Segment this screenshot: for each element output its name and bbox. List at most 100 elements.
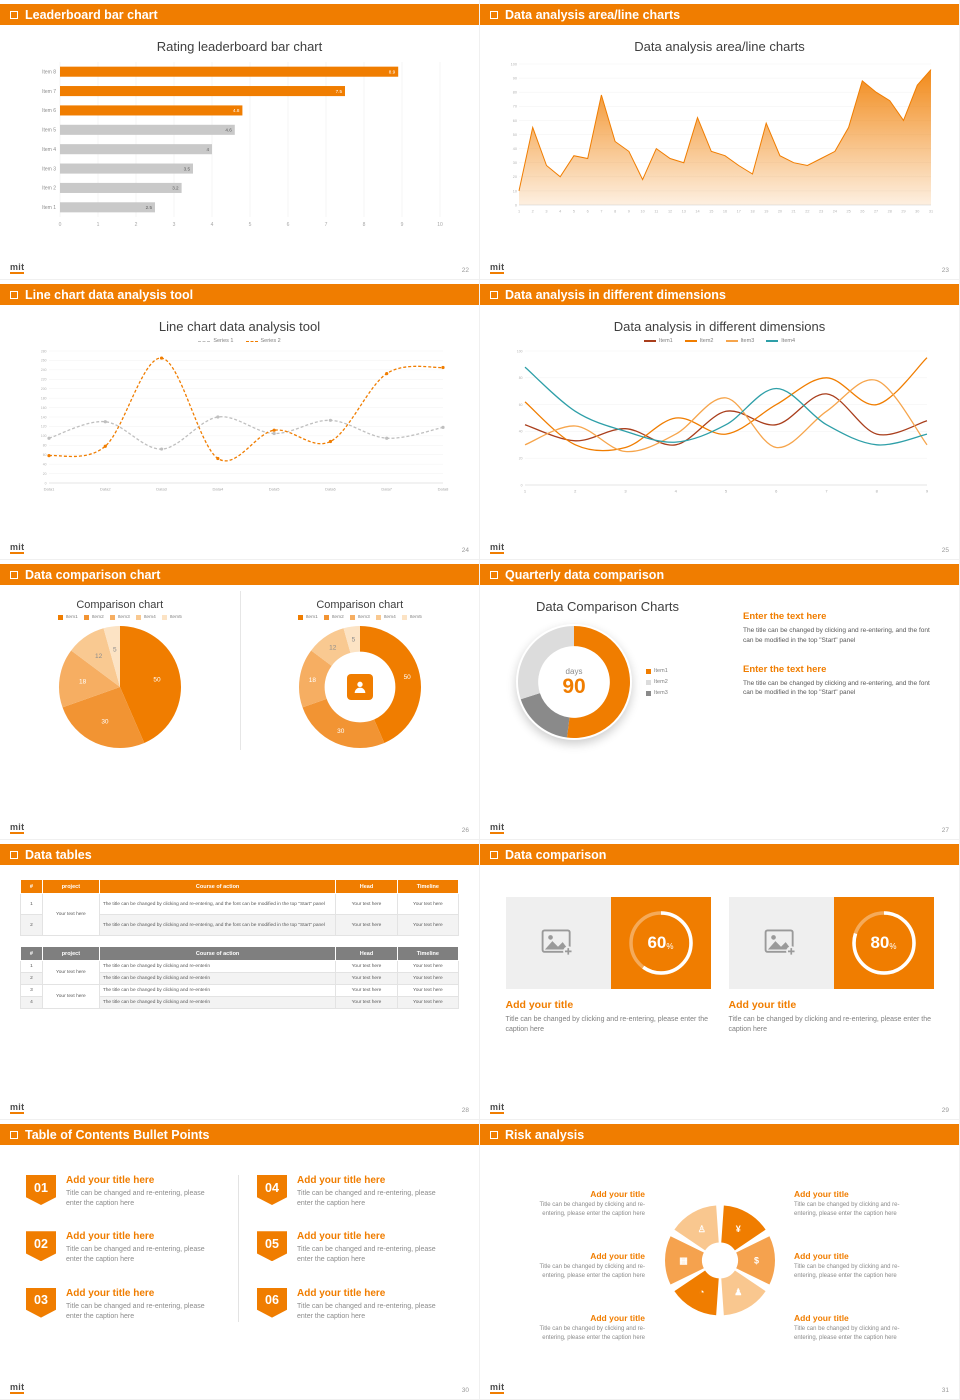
svg-text:5: 5 <box>248 222 251 228</box>
legend-item: Item1 <box>57 615 78 620</box>
svg-text:120: 120 <box>40 425 46 429</box>
svg-text:10: 10 <box>437 222 443 228</box>
legend-item: Item4 <box>766 338 795 344</box>
table-cell: The title can be changed by clicking and… <box>98 914 337 936</box>
legend-label: Series 1 <box>213 338 234 344</box>
svg-text:27: 27 <box>873 210 877 214</box>
svg-text:Data2: Data2 <box>99 487 110 492</box>
text-block: Enter the text here The title can be cha… <box>743 611 941 646</box>
table-cell: The title can be changed by clicking and… <box>98 960 337 973</box>
chart-title: Rating leaderboard bar chart <box>156 39 323 54</box>
svg-text:90: 90 <box>512 77 516 81</box>
slide-header-bar: Table of Contents Bullet Points <box>0 1124 479 1145</box>
progress-ring-box: 80 % <box>833 897 934 989</box>
slide-line-chart-tool[interactable]: Line chart data analysis tool Line chart… <box>0 280 480 560</box>
toc-title: Add your title here <box>66 1287 155 1299</box>
number-badge: 03 <box>26 1287 56 1318</box>
table-cell: 1 <box>20 893 43 915</box>
slide-dimension-analysis[interactable]: Data analysis in different dimensions Da… <box>480 280 960 560</box>
toc-title: Add your title here <box>297 1287 386 1299</box>
legend-label: Item2 <box>699 338 714 344</box>
svg-text:60: 60 <box>518 403 522 407</box>
legend-item: Item1 <box>643 338 673 344</box>
block-heading: Enter the text here <box>743 611 827 622</box>
svg-text:4: 4 <box>206 147 209 152</box>
svg-text:260: 260 <box>40 359 46 363</box>
risk-caption: Title can be changed by clicking and re-… <box>539 1202 645 1217</box>
data-table-gray: # project Course of action Head Timeline… <box>20 946 460 1009</box>
item3-legend-marker-icon <box>349 615 355 620</box>
slide-data-comparison[interactable]: Data comparison <box>480 840 960 1120</box>
mit-logo: mit <box>10 262 25 274</box>
item1-legend-marker-icon <box>297 615 303 620</box>
mit-logo: mit <box>10 1382 25 1394</box>
toc-item: 06 Add your title here Title can be chan… <box>257 1287 453 1322</box>
svg-text:Item 7: Item 7 <box>42 89 56 95</box>
page-number: 25 <box>941 547 949 554</box>
svg-text:60: 60 <box>512 119 516 123</box>
svg-text:7: 7 <box>324 222 327 228</box>
table-row: 4 The title can be changed by clicking a… <box>20 996 460 1009</box>
svg-text:29: 29 <box>901 210 905 214</box>
chart-title: Line chart data analysis tool <box>158 319 321 334</box>
legend-label: Item5 <box>169 615 182 620</box>
svg-text:6: 6 <box>586 210 588 214</box>
card-caption: Title can be changed by clicking and re-… <box>728 1016 931 1034</box>
slide-header-title: Quarterly data comparison <box>505 567 665 582</box>
item1-legend-marker-icon <box>646 668 651 674</box>
svg-text:12: 12 <box>95 653 103 660</box>
toc-title: Add your title here <box>297 1231 386 1243</box>
legend-label: Item2 <box>91 615 104 620</box>
risk-block: Add your title Title can be changed by c… <box>517 1189 645 1218</box>
number-badge: 02 <box>26 1231 56 1262</box>
slide-leaderboard-bar-chart[interactable]: Leaderboard bar chart Rating leaderboard… <box>0 0 480 280</box>
svg-text:140: 140 <box>40 415 46 419</box>
svg-text:10: 10 <box>640 210 644 214</box>
image-placeholder-icon <box>764 929 797 957</box>
svg-text:4.6: 4.6 <box>225 128 232 133</box>
block-body: The title can be changed by clicking and… <box>743 627 930 644</box>
legend-item: Item5 <box>401 615 422 620</box>
svg-text:Item 6: Item 6 <box>42 108 56 114</box>
slide-header-title: Data analysis area/line charts <box>505 7 681 22</box>
svg-text:14: 14 <box>695 210 699 214</box>
slide-quarterly-comparison[interactable]: Quarterly data comparison Data Compariso… <box>480 560 960 840</box>
legend-label: Item1 <box>654 668 668 674</box>
column-header: # <box>20 879 43 894</box>
slide-data-comparison-chart[interactable]: Data comparison chart Comparison chart I… <box>0 560 480 840</box>
svg-text:Item 1: Item 1 <box>42 205 56 211</box>
slide-area-line-charts[interactable]: Data analysis area/line charts Data anal… <box>480 0 960 280</box>
svg-text:100: 100 <box>516 349 522 353</box>
svg-text:3.5: 3.5 <box>183 166 190 171</box>
presenter-person-icon <box>346 674 373 700</box>
table-row: 1 Your text here The title can be change… <box>20 893 460 936</box>
legend-label: Item1 <box>65 615 78 620</box>
slide-data-tables[interactable]: Data tables # project Course of action H… <box>0 840 480 1120</box>
series2-legend-marker-icon <box>245 340 258 342</box>
donut-chart <box>518 626 630 738</box>
slide-risk-analysis[interactable]: Risk analysis ¥ $ ♟ ◔ ▦ ♙ Add your title Titl… <box>480 1120 960 1400</box>
risk-title: Add your title <box>590 1313 645 1323</box>
risk-block: Add your title Title can be changed by c… <box>517 1251 645 1280</box>
svg-text:15: 15 <box>709 210 713 214</box>
legend-label: Item1 <box>305 615 318 620</box>
slide-header-bar: Leaderboard bar chart <box>0 4 479 25</box>
svg-text:11: 11 <box>654 210 658 214</box>
slide-table-of-contents[interactable]: Table of Contents Bullet Points 01 Add y… <box>0 1120 480 1400</box>
square-bullet-icon <box>490 1130 498 1139</box>
table-cell: Your text here <box>396 960 460 973</box>
svg-text:8: 8 <box>875 489 878 494</box>
svg-text:160: 160 <box>40 406 46 410</box>
mit-logo: mit <box>10 1102 25 1114</box>
chart-title: Comparison chart <box>76 599 164 611</box>
legend-item: Item4 <box>135 615 156 620</box>
column-header: Course of action <box>98 879 337 894</box>
table-cell: 1 <box>20 960 43 973</box>
square-bullet-icon <box>10 570 18 579</box>
svg-text:240: 240 <box>40 368 46 372</box>
legend-label: Item5 <box>409 615 422 620</box>
svg-text:26: 26 <box>860 210 864 214</box>
table-cell: Your text here <box>335 914 398 936</box>
column-header: project <box>41 946 100 961</box>
